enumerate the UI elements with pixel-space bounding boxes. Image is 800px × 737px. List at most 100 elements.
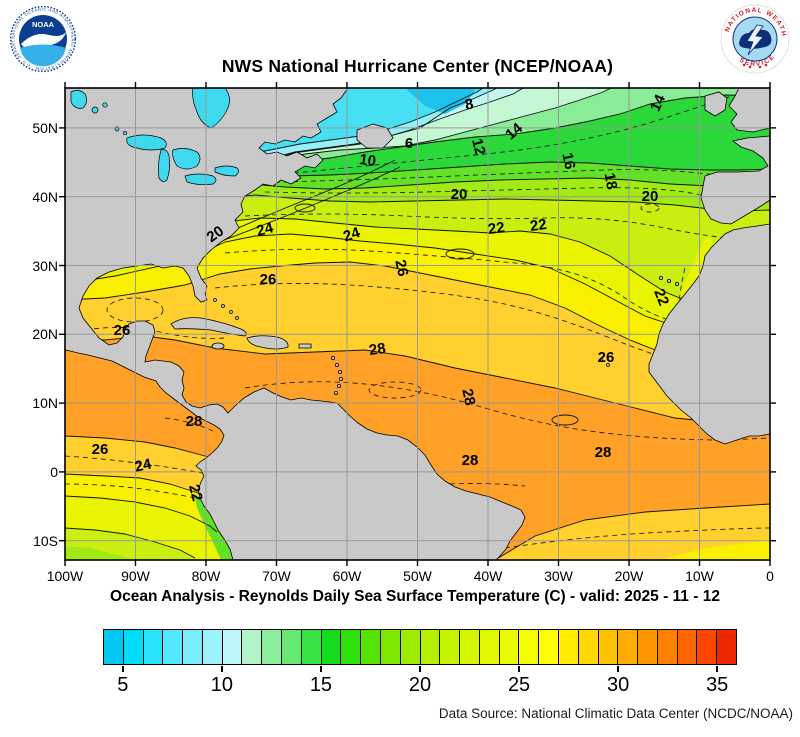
colorbar-tick: [617, 666, 620, 672]
lon-axis-label: 70W: [262, 568, 291, 584]
colorbar-cell: [301, 630, 322, 664]
colorbar-cell: [262, 630, 283, 664]
colorbar-cell: [618, 630, 639, 664]
lon-axis-label: 50W: [403, 568, 432, 584]
isotherm-label: 18: [601, 172, 621, 191]
colorbar-cell: [143, 630, 164, 664]
inland-lakes: [70, 87, 239, 186]
colorbar-cell: [460, 630, 480, 664]
lon-axis-label: 0: [766, 568, 774, 584]
isotherm-label: 26: [92, 441, 109, 458]
isotherm-label: 24: [341, 224, 363, 246]
colorbar-tick: [319, 666, 322, 672]
temperature-colorbar: [103, 629, 737, 665]
colorbar-tick-value: 5: [117, 674, 129, 696]
colorbar-cell: [242, 630, 263, 664]
isotherm-label: 22: [529, 216, 548, 235]
colorbar-cell: [282, 630, 302, 664]
lon-axis-label: 40W: [473, 568, 503, 584]
lat-axis-label: 20N: [32, 326, 58, 343]
isotherm-label: 8: [464, 95, 475, 113]
colorbar-cell: [341, 630, 362, 664]
isotherm-label: 26: [598, 349, 615, 366]
colorbar-cell: [638, 630, 658, 664]
lat-axis-label: 10S: [33, 532, 58, 549]
colorbar-tick-value: 25: [507, 674, 531, 696]
lon-axis-label: 100W: [46, 568, 84, 584]
colorbar-cell: [361, 630, 381, 664]
colorbar-cell: [183, 630, 203, 664]
lat-axis-label: 10N: [32, 395, 58, 412]
colorbar-cell: [657, 630, 678, 664]
colorbar-tick: [716, 666, 719, 672]
lon-axis-label: 10W: [685, 568, 714, 584]
axis-ticks: [59, 82, 776, 566]
lat-axis-label: 0: [50, 463, 58, 480]
noaa-logo: NATIONAL OCEANIC AND ATMOSPHERIC ADMINIS…: [9, 5, 77, 73]
colorbar-tick: [121, 666, 124, 672]
colorbar-cell: [163, 630, 184, 664]
isotherm-label: 28: [186, 413, 203, 430]
land-masses: [64, 87, 771, 561]
lat-axis-label: 30N: [32, 257, 58, 274]
graticule-grid: [65, 88, 770, 560]
lon-axis-label: 90W: [121, 568, 150, 584]
lon-axis-label: 20W: [614, 568, 644, 584]
isotherm-label: 26: [260, 271, 277, 288]
lon-axis-label: 30W: [544, 568, 573, 584]
isotherm-label: 22: [185, 483, 206, 504]
colorbar-cell: [123, 630, 144, 664]
isotherm-label: 20: [451, 186, 468, 203]
isotherm-label: 20: [204, 223, 227, 246]
map-frame: [64, 87, 771, 561]
page-title: NWS National Hurricane Center (NCEP/NOAA…: [221, 56, 614, 76]
colorbar-cell: [519, 630, 540, 664]
nws-logo: NATIONAL WEATHER SERVICE: [718, 3, 790, 74]
colorbar-tick-value: 30: [607, 674, 630, 696]
colorbar-cell: [499, 630, 520, 664]
colorbar-tick-value: 15: [309, 674, 333, 696]
colorbar-tick-value: 35: [706, 674, 729, 696]
colorbar-cell: [440, 630, 461, 664]
isotherm-label: 28: [458, 387, 478, 407]
isotherm-label: 20: [642, 188, 659, 205]
colorbar-tick-value: 20: [408, 674, 432, 696]
isotherm-label: 6: [405, 135, 413, 152]
colorbar-cell: [400, 630, 421, 664]
colorbar-cell: [104, 630, 124, 664]
isotherm-label: 10: [358, 151, 377, 170]
lat-axis-label: 50N: [32, 119, 58, 136]
colorbar-cell: [578, 630, 599, 664]
colorbar-cell: [321, 630, 342, 664]
colorbar-cell: [539, 630, 559, 664]
isotherm-label: 14: [647, 91, 670, 114]
colorbar-tick: [518, 666, 521, 672]
nws-lightning-icon: [746, 24, 764, 56]
colorbar-cell: [202, 630, 223, 664]
colorbar-cell: [222, 630, 243, 664]
colorbar-cell: [717, 630, 736, 664]
isotherm-label: 24: [255, 219, 276, 240]
isotherm-label: 28: [368, 340, 387, 359]
colorbar-tick: [220, 666, 223, 672]
isotherm-label: 28: [595, 444, 612, 461]
lon-axis-label: 60W: [332, 568, 362, 584]
colorbar-tick-value: 10: [210, 674, 233, 696]
colorbar-cell: [598, 630, 619, 664]
isotherm-label: 26: [114, 322, 131, 339]
noaa-logo-label: NOAA: [32, 20, 55, 29]
isotherm-label: 28: [462, 452, 479, 469]
isotherm-label: 12: [468, 137, 489, 158]
lon-axis-label: 80W: [191, 568, 221, 584]
colorbar-cell: [697, 630, 718, 664]
colorbar-cell: [479, 630, 500, 664]
isotherm-label: 24: [133, 455, 153, 475]
colorbar-tick: [419, 666, 421, 672]
lat-axis-label: 40N: [32, 188, 58, 205]
colorbar-cell: [380, 630, 401, 664]
data-source-credit: Data Source: National Climatic Data Cent…: [438, 706, 793, 721]
isotherm-label: 22: [487, 219, 506, 238]
isotherm-label: 26: [391, 258, 411, 278]
